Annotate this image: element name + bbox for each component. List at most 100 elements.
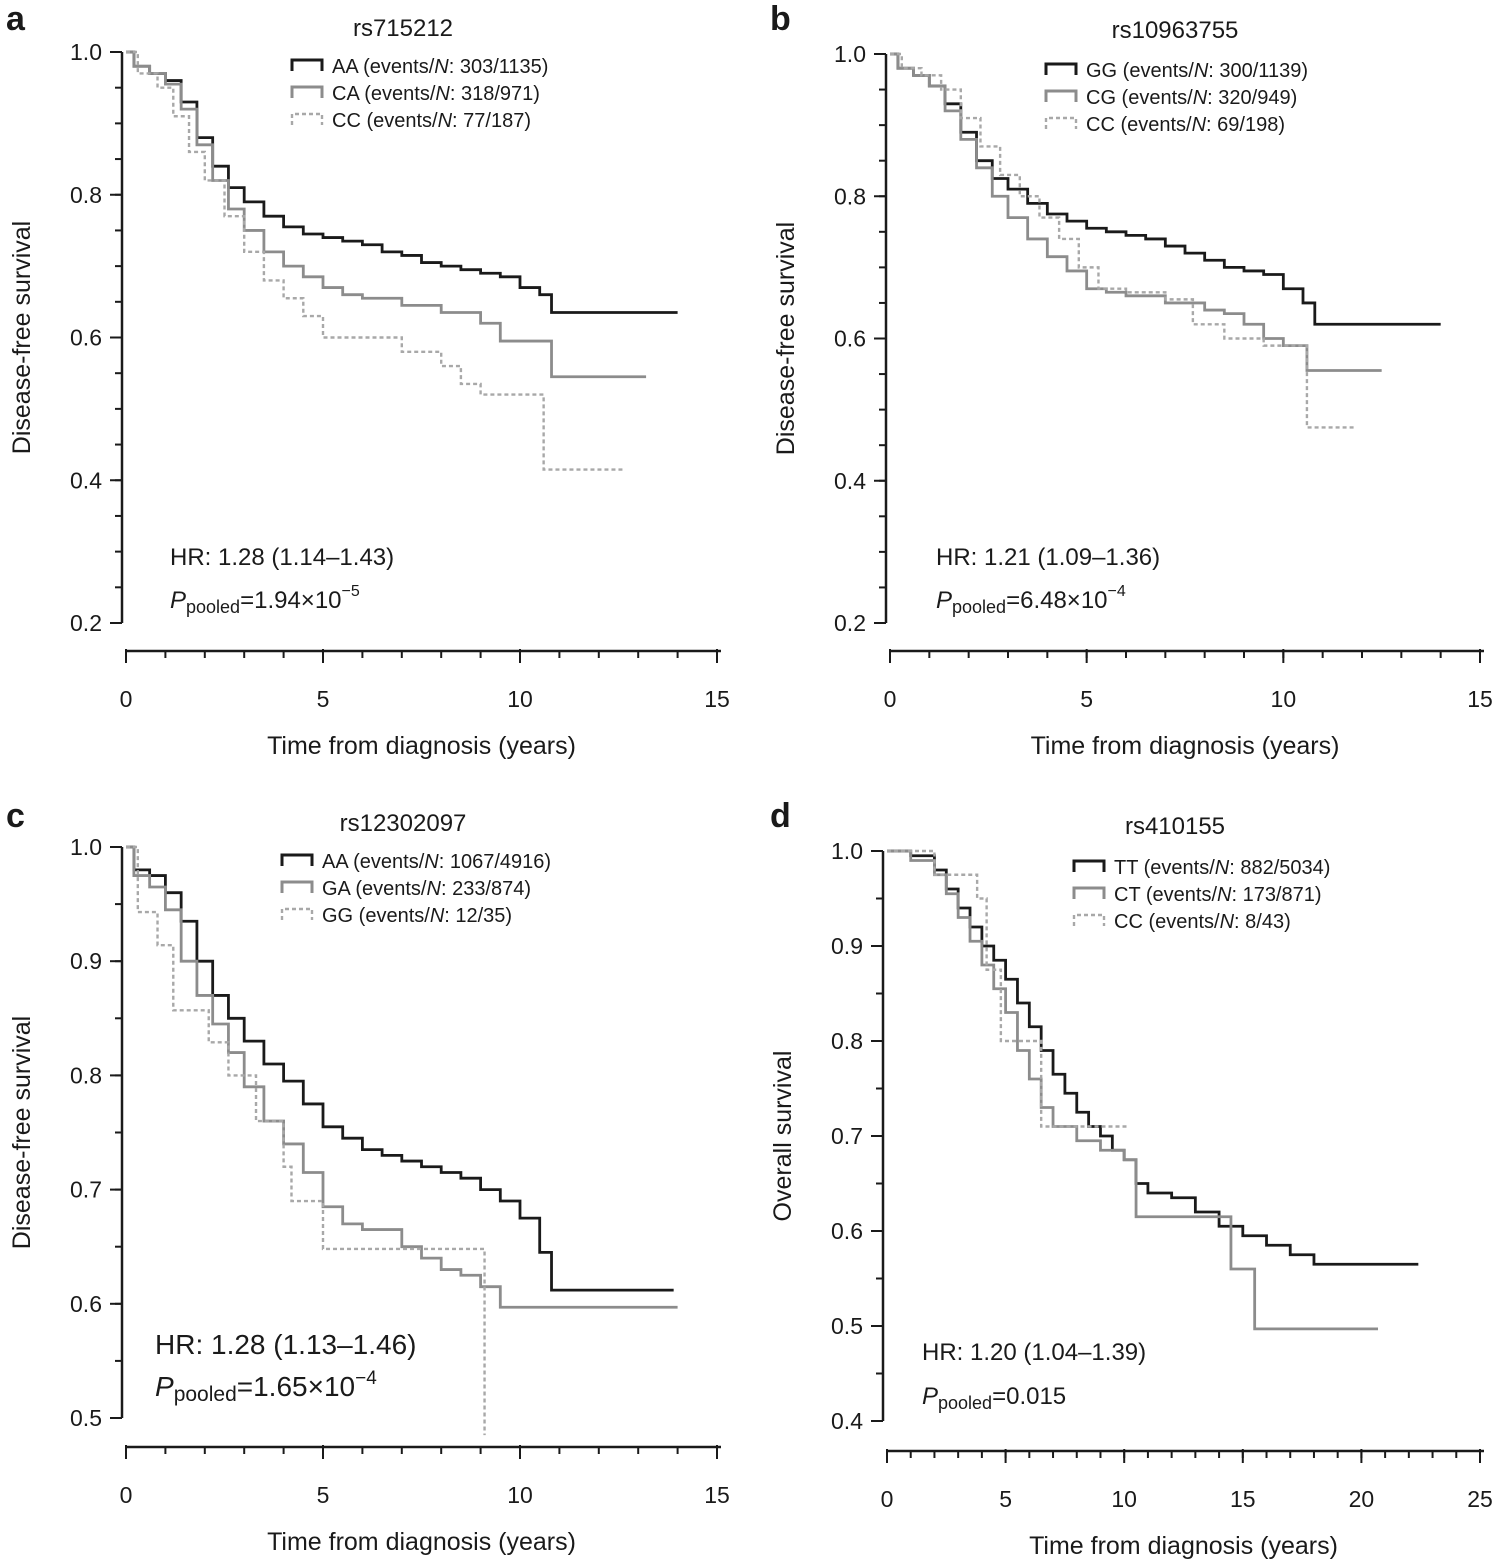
x-axis-label: Time from diagnosis (years): [267, 1528, 576, 1556]
legend-symbol-ga: [280, 880, 314, 893]
hr-annotation: HR: 1.28 (1.14–1.43): [170, 544, 394, 571]
x-axis-label: Time from diagnosis (years): [267, 732, 576, 760]
y-tick-label: 1.0: [834, 41, 866, 67]
legend-entry-cc: CC (events/N: 69/198): [1086, 114, 1285, 136]
x-axis-label: Time from diagnosis (years): [1029, 1532, 1338, 1559]
series-line-cc: [126, 50, 623, 471]
x-tick-label: 15: [1467, 686, 1493, 712]
legend-entry-ga: GA (events/N: 233/874): [322, 878, 531, 900]
legend-entry-tt: TT (events/N: 882/5034): [1114, 857, 1330, 879]
legend-symbol-cc: [1044, 116, 1078, 129]
series-line-tt: [887, 849, 1419, 1266]
hr-annotation: HR: 1.20 (1.04–1.39): [922, 1339, 1146, 1366]
series-line-aa: [126, 50, 678, 314]
legend: TT (events/N: 882/5034) CT (events/N: 173…: [1072, 857, 1330, 933]
legend-entry-cc: CC (events/N: 8/43): [1114, 911, 1291, 933]
legend-symbol-aa: [280, 853, 314, 866]
x-tick-label: 10: [507, 1482, 533, 1508]
series-line-cc: [890, 52, 1355, 429]
y-tick-label: 0.5: [831, 1313, 863, 1339]
chart-title: rs12302097: [340, 810, 467, 837]
y-tick-label: 0.5: [70, 1405, 102, 1431]
y-tick-label: 0.4: [834, 468, 866, 494]
series-line-cc: [887, 849, 1127, 1128]
y-tick-label: 0.2: [70, 610, 102, 636]
chart-panel-d: d rs410155 0.4 0.5 0.6 0.7 0.8 0.9 1.0 Overall su…: [769, 797, 1493, 1559]
chart-panel-a: a rs715212 0.2 0.4 0.6 0.8 1.0 Disease-free sur…: [6, 0, 730, 760]
y-tick-label: 0.6: [831, 1218, 863, 1244]
y-tick-label: 0.2: [834, 610, 866, 636]
p-value-annotation: Ppooled=0.015: [922, 1383, 1066, 1413]
y-tick-label: 0.8: [70, 182, 102, 208]
p-value-annotation: Ppooled=1.65×10−4: [155, 1368, 377, 1406]
chart-title: rs10963755: [1112, 17, 1239, 44]
legend: AA (events/N: 303/1135) CA (events/N: 318…: [290, 56, 548, 132]
legend-entry-aa: AA (events/N: 303/1135): [332, 56, 548, 78]
legend: GG (events/N: 300/1139) CG (events/N: 320…: [1044, 60, 1308, 136]
x-tick-label: 0: [120, 686, 133, 712]
chart-panel-c: c rs12302097 0.5 0.6 0.7 0.8 0.9 1.0 Disease-fre…: [6, 797, 730, 1556]
x-tick-label: 10: [507, 686, 533, 712]
legend-symbol-cc: [1072, 913, 1106, 926]
x-tick-label: 5: [317, 1482, 330, 1508]
legend-entry-ct: CT (events/N: 173/871): [1114, 884, 1322, 906]
y-tick-label: 0.6: [70, 325, 102, 351]
y-axis-label: Disease-free survival: [8, 221, 36, 454]
x-tick-label: 0: [884, 686, 897, 712]
panel-letter: a: [6, 0, 26, 38]
y-tick-label: 0.6: [70, 1291, 102, 1317]
legend-entry-ca: CA (events/N: 318/971): [332, 83, 540, 105]
y-tick-label: 0.8: [834, 183, 866, 209]
x-tick-label: 5: [317, 686, 330, 712]
chart-panel-b: b rs10963755 0.2 0.4 0.6 0.8 1.0 Disease-free s…: [770, 0, 1493, 760]
series-line-cg: [890, 52, 1382, 372]
chart-title: rs715212: [353, 15, 453, 42]
series-line-gg: [126, 845, 486, 1436]
x-tick-label: 25: [1467, 1486, 1493, 1512]
legend-entry-aa: AA (events/N: 1067/4916): [322, 851, 551, 873]
x-tick-label: 5: [999, 1486, 1012, 1512]
y-tick-label: 0.8: [70, 1062, 102, 1088]
x-tick-label: 20: [1349, 1486, 1375, 1512]
x-axis-label: Time from diagnosis (years): [1031, 732, 1340, 760]
p-value-annotation: Ppooled=6.48×10−4: [936, 583, 1126, 617]
panel-letter: c: [6, 797, 25, 835]
y-tick-label: 0.6: [834, 326, 866, 352]
panel-letter: d: [770, 797, 791, 835]
y-tick-label: 0.7: [70, 1177, 102, 1203]
x-tick-label: 15: [1230, 1486, 1256, 1512]
x-tick-label: 0: [881, 1486, 894, 1512]
y-tick-label: 0.4: [70, 467, 102, 493]
x-tick-label: 5: [1080, 686, 1093, 712]
x-tick-label: 10: [1271, 686, 1297, 712]
legend-symbol-cc: [290, 112, 324, 125]
p-value-annotation: Ppooled=1.94×10−5: [170, 583, 360, 617]
y-tick-label: 1.0: [831, 838, 863, 864]
hr-annotation: HR: 1.28 (1.13–1.46): [155, 1329, 417, 1360]
hr-annotation: HR: 1.21 (1.09–1.36): [936, 544, 1160, 571]
y-tick-label: 0.8: [831, 1028, 863, 1054]
legend-symbol-aa: [290, 58, 324, 71]
legend-symbol-tt: [1072, 859, 1106, 872]
series-line-ct: [887, 849, 1378, 1331]
legend-symbol-gg: [280, 907, 314, 920]
y-axis-label: Disease-free survival: [8, 1016, 36, 1249]
series-line-ca: [126, 50, 647, 379]
series-line-gg: [890, 52, 1441, 326]
series-line-ga: [126, 845, 678, 1309]
x-tick-label: 15: [704, 686, 730, 712]
series-line-aa: [126, 845, 674, 1292]
y-axis-label: Overall survival: [769, 1051, 797, 1222]
legend-entry-cc: CC (events/N: 77/187): [332, 110, 531, 132]
legend-entry-gg: GG (events/N: 12/35): [322, 905, 512, 927]
y-axis-label: Disease-free survival: [772, 222, 800, 455]
x-tick-label: 0: [120, 1482, 133, 1508]
legend-symbol-cg: [1044, 89, 1078, 102]
legend-symbol-ca: [290, 85, 324, 98]
x-tick-label: 10: [1111, 1486, 1137, 1512]
y-tick-label: 0.9: [831, 933, 863, 959]
legend: AA (events/N: 1067/4916) GA (events/N: 23…: [280, 851, 551, 927]
y-tick-label: 1.0: [70, 834, 102, 860]
y-tick-label: 1.0: [70, 39, 102, 65]
